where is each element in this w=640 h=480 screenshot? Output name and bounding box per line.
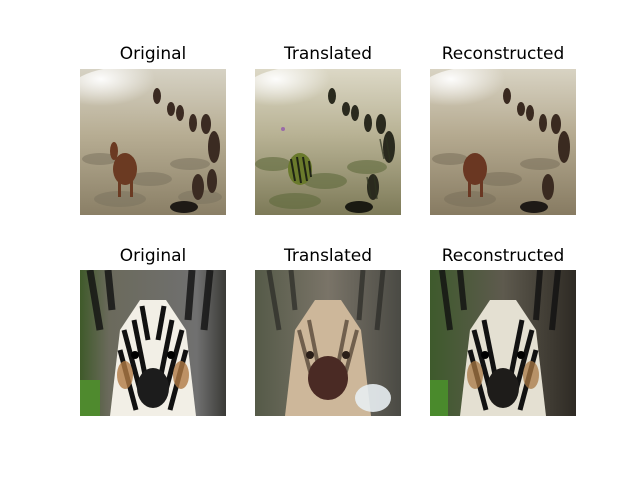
- zebra-reconstructed-image: [430, 270, 576, 416]
- panel-title-reconstructed-row1: Reconstructed: [441, 44, 565, 64]
- zebra-translated-image: [255, 270, 401, 416]
- panel-title-translated-row2: Translated: [284, 246, 372, 266]
- panel-title-translated-row1: Translated: [284, 44, 372, 64]
- horse-translated-image: [255, 69, 401, 215]
- panel-title-original-row1: Original: [119, 44, 187, 64]
- panel-title-reconstructed-row2: Reconstructed: [441, 246, 565, 266]
- horse-original-image: [80, 69, 226, 215]
- zebra-original-image: [80, 270, 226, 416]
- panel-title-original-row2: Original: [119, 246, 187, 266]
- horse-reconstructed-image: [430, 69, 576, 215]
